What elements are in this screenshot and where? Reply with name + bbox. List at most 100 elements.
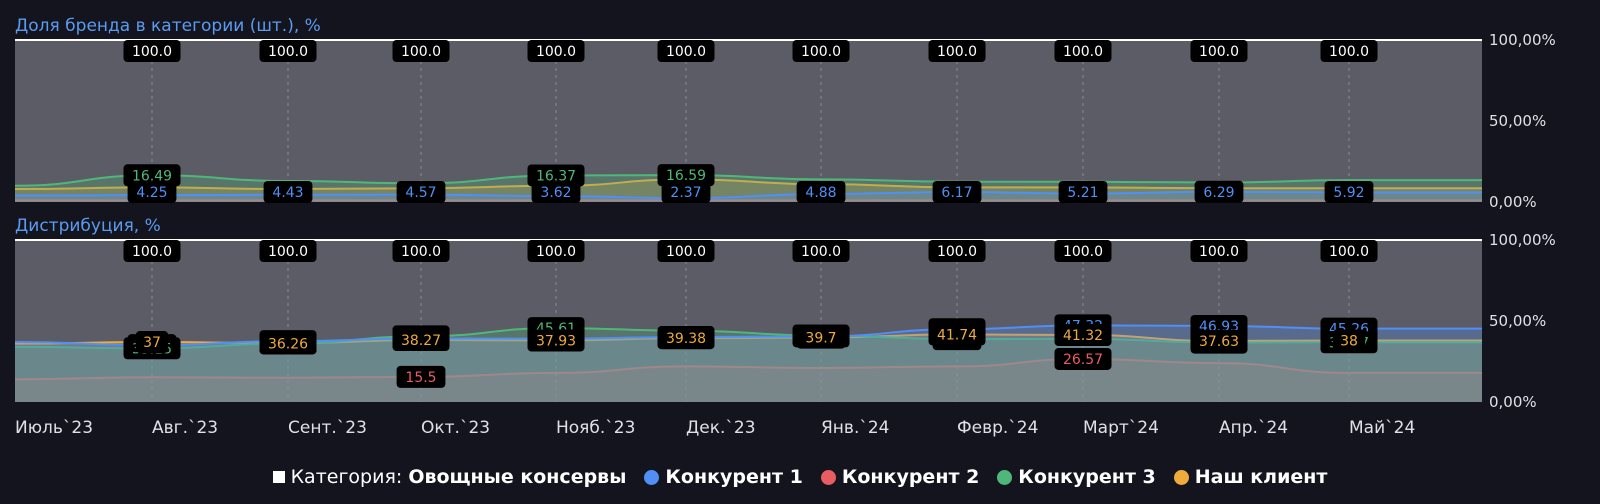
- data-label-competitor1: 4.25: [127, 181, 177, 203]
- data-label-client: 36.26: [259, 332, 317, 355]
- legend-item-category[interactable]: Категория: Овощные консервы: [272, 466, 627, 488]
- data-label-category-box: [657, 40, 715, 62]
- data-label-client: 37.63: [1190, 330, 1248, 353]
- data-label-category: 100.0: [657, 240, 715, 262]
- data-label-competitor1-box: [1324, 181, 1374, 203]
- data-label-client: 41.74: [928, 323, 986, 346]
- data-label-client-text: 37.93: [536, 334, 576, 350]
- data-label-category: 100.0: [1190, 240, 1248, 262]
- client-dot-icon: [1173, 469, 1189, 485]
- data-label-category: 100.0: [259, 40, 317, 62]
- data-label-client-text: 41.74: [937, 327, 977, 343]
- data-label-category-box: [1054, 40, 1112, 62]
- data-label-category-text: 100.0: [666, 244, 706, 260]
- x-tick-label: Март`24: [1083, 418, 1159, 438]
- data-label-category-box: [928, 240, 986, 262]
- data-label-category-box: [123, 240, 181, 262]
- chart-title: Дистрибуция, %: [15, 216, 161, 236]
- data-label-category: 100.0: [392, 240, 450, 262]
- data-label-category-text: 100.0: [937, 244, 977, 260]
- data-label-category-text: 100.0: [1329, 44, 1369, 60]
- data-label-category: 100.0: [928, 240, 986, 262]
- data-label-category-box: [1320, 240, 1378, 262]
- data-label-category-box: [259, 240, 317, 262]
- plot-background: [15, 40, 1482, 202]
- x-tick-label: Май`24: [1349, 418, 1415, 438]
- data-label-category-box: [928, 40, 986, 62]
- data-label-category: 100.0: [123, 240, 181, 262]
- data-label-category: 100.0: [392, 40, 450, 62]
- legend-category-prefix: Категория:: [290, 466, 403, 488]
- legend-item-competitor1[interactable]: Конкурент 1: [644, 466, 803, 488]
- chart-panel-2: Дистрибуция, % 100,00% 50,00% 0,00% 100.0 100…: [14, 216, 1556, 411]
- chart-panel-1: Доля бренда в категории (шт.), % 100,00% 5…: [14, 16, 1556, 211]
- x-tick-label: Апр.`24: [1219, 418, 1288, 438]
- data-label-client: 38: [1332, 329, 1366, 352]
- data-label-competitor2-text: 26.57: [1063, 352, 1103, 368]
- legend-client-label: Наш клиент: [1194, 466, 1328, 488]
- data-label-client: 41.32: [1054, 324, 1112, 347]
- series-line-competitor2: [14, 357, 1482, 381]
- y-tick-label: 100,00%: [1489, 231, 1556, 249]
- competitor3-dot-icon: [997, 469, 1013, 485]
- data-label-competitor1-text: 6.17: [941, 185, 972, 201]
- data-label-competitor1-box: [1194, 180, 1244, 203]
- data-label-category-box: [1190, 240, 1248, 262]
- data-label-competitor1: 3.62: [531, 181, 581, 203]
- data-label-competitor2-box: [396, 365, 446, 388]
- data-label-category-text: 100.0: [937, 44, 977, 60]
- x-tick-label: Июль`23: [15, 418, 93, 438]
- data-label-client: 38.27: [392, 329, 450, 352]
- data-label-competitor1-text: 4.57: [405, 185, 436, 201]
- data-label-competitor1-text: 4.43: [272, 185, 303, 201]
- legend-item-client[interactable]: Наш клиент: [1173, 466, 1328, 488]
- legend-item-competitor3[interactable]: Конкурент 3: [997, 466, 1156, 488]
- competitor2-dot-icon: [820, 469, 836, 485]
- data-label-competitor1-text: 2.37: [670, 185, 701, 201]
- data-label-category: 100.0: [527, 240, 585, 262]
- legend-competitor3-label: Конкурент 3: [1018, 466, 1156, 488]
- data-label-competitor1-text: 4.25: [136, 185, 167, 201]
- data-label-competitor1-text: 5.21: [1067, 185, 1098, 201]
- data-label-competitor1-text: 4.88: [805, 185, 836, 201]
- legend: Категория: Овощные консервы Конкурент 1 …: [0, 462, 1600, 492]
- series-area-client: [15, 334, 1482, 402]
- data-label-category: 100.0: [928, 40, 986, 62]
- data-label-competitor2: 15.5: [396, 365, 446, 388]
- data-label-competitor1: 5.92: [1324, 181, 1374, 203]
- x-tick-label: Сент.`23: [288, 418, 367, 438]
- legend-item-competitor2[interactable]: Конкурент 2: [820, 466, 979, 488]
- data-label-client-box: [527, 329, 585, 352]
- data-label-competitor1: 4.88: [796, 181, 846, 203]
- data-label-category-text: 100.0: [801, 44, 841, 60]
- data-label-client-box: [135, 331, 169, 354]
- data-label-competitor3-text: 16.49: [132, 168, 172, 184]
- competitor1-dot-icon: [644, 469, 660, 485]
- series-area-client: [15, 179, 1482, 202]
- data-label-category-box: [527, 240, 585, 262]
- data-label-category-text: 100.0: [1199, 244, 1239, 260]
- data-label-client-text: 39.38: [666, 331, 706, 347]
- legend-category-name: Овощные консервы: [408, 466, 627, 488]
- data-label-competitor3-text: 16.59: [666, 168, 706, 184]
- data-label-competitor1: 6.17: [932, 181, 982, 203]
- x-tick-label: Дек.`23: [686, 418, 756, 438]
- data-label-category-text: 100.0: [1329, 244, 1369, 260]
- series-area-competitor2: [15, 358, 1482, 402]
- y-tick-label: 50,00%: [1489, 112, 1546, 130]
- data-label-category: 100.0: [792, 240, 850, 262]
- data-label-client-box: [392, 329, 450, 352]
- data-label-category-text: 100.0: [268, 44, 308, 60]
- x-tick-label: Нояб.`23: [556, 418, 635, 438]
- data-label-competitor3: 16.59: [657, 164, 715, 187]
- x-tick-label: Авг.`23: [152, 418, 218, 438]
- data-label-competitor1: 6.29: [1194, 180, 1244, 203]
- data-label-category-text: 100.0: [801, 244, 841, 260]
- x-tick-label: Янв.`24: [821, 418, 889, 438]
- x-tick-label: Окт.`23: [421, 418, 490, 438]
- data-label-competitor1-box: [796, 181, 846, 203]
- data-label-category-text: 100.0: [536, 44, 576, 60]
- data-label-client-box: [1190, 330, 1248, 353]
- data-label-competitor1-box: [127, 181, 177, 203]
- data-label-competitor1: 4.43: [263, 181, 313, 203]
